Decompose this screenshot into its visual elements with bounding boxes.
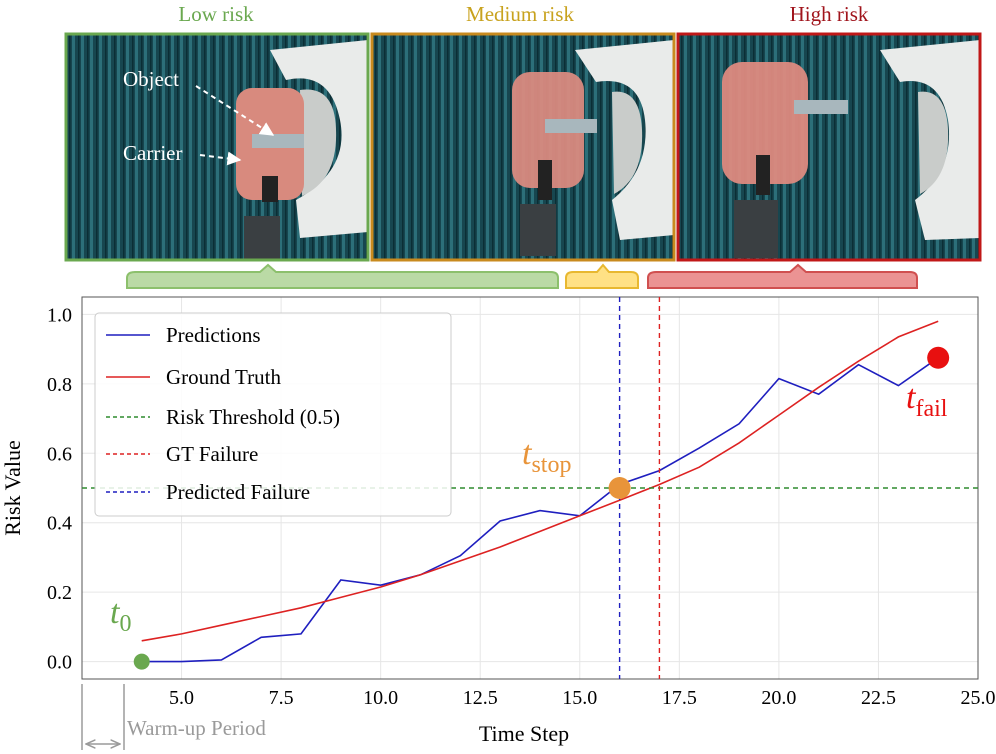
x-tick-label: 10.0 xyxy=(363,687,398,709)
y-tick-label: 0.8 xyxy=(47,374,72,396)
phase-braces xyxy=(126,263,918,289)
legend-predictions: Predictions xyxy=(166,323,261,347)
panel-label-low: Low risk xyxy=(178,2,254,26)
legend-ground-truth: Ground Truth xyxy=(166,365,281,389)
phase-brace-medium xyxy=(565,263,639,289)
label-t0: t0 xyxy=(110,594,131,637)
annotation-object: Object xyxy=(123,67,179,91)
panel-low-risk: Low risk Object Carrier xyxy=(64,2,370,262)
x-ticks: 5.0 7.5 10.0 12.5 15.0 17.5 20.0 22.5 25.0 xyxy=(169,687,995,709)
series-line-ground-truth xyxy=(141,320,939,642)
y-tick-label: 0.0 xyxy=(47,652,72,674)
legend-gt-failure: GT Failure xyxy=(166,442,258,466)
y-tick-label: 1.0 xyxy=(47,304,72,326)
phase-brace-low xyxy=(126,263,559,289)
legend: Predictions Ground Truth Risk Threshold … xyxy=(94,312,452,517)
x-tick-label: 20.0 xyxy=(761,687,796,709)
y-axis-label: Risk Value xyxy=(0,440,25,536)
warmup-label: Warm-up Period xyxy=(127,716,266,740)
panel-label-high: High risk xyxy=(790,2,869,26)
x-tick-label: 15.0 xyxy=(562,687,597,709)
legend-predicted-failure: Predicted Failure xyxy=(166,480,310,504)
carrier-arrow xyxy=(199,151,242,166)
label-tstop: tstop xyxy=(522,435,571,478)
warmup-period: Warm-up Period xyxy=(81,684,266,750)
label-tfail: tfail xyxy=(906,379,948,422)
annotation-carrier: Carrier xyxy=(123,141,182,165)
x-tick-label: 25.0 xyxy=(961,687,996,709)
y-tick-label: 0.6 xyxy=(47,443,72,465)
x-tick-label: 17.5 xyxy=(662,687,697,709)
x-tick-label: 5.0 xyxy=(169,687,194,709)
y-ticks: 0.0 0.2 0.4 0.6 0.8 1.0 xyxy=(47,304,72,673)
object-arrow xyxy=(195,85,275,136)
marker-points xyxy=(133,346,950,670)
phase-brace-high xyxy=(647,263,918,289)
panel-high-risk: High risk xyxy=(676,2,982,262)
risk-chart: 0.0 0.2 0.4 0.6 0.8 1.0 5.0 7.5 10.0 12.5 15.0 17.… xyxy=(0,296,996,750)
y-tick-label: 0.2 xyxy=(47,582,72,604)
x-tick-label: 7.5 xyxy=(269,687,294,709)
panel-label-medium: Medium risk xyxy=(466,2,574,26)
x-tick-label: 12.5 xyxy=(463,687,498,709)
point-tstop xyxy=(608,477,631,499)
y-tick-label: 0.4 xyxy=(47,513,72,535)
legend-threshold: Risk Threshold (0.5) xyxy=(166,405,340,429)
panel-medium-risk: Medium risk xyxy=(370,2,676,262)
point-t0 xyxy=(133,653,150,670)
point-tfail xyxy=(927,346,950,369)
x-tick-label: 22.5 xyxy=(861,687,896,709)
series-line-predictions xyxy=(141,357,939,663)
x-axis-label: Time Step xyxy=(479,721,569,746)
